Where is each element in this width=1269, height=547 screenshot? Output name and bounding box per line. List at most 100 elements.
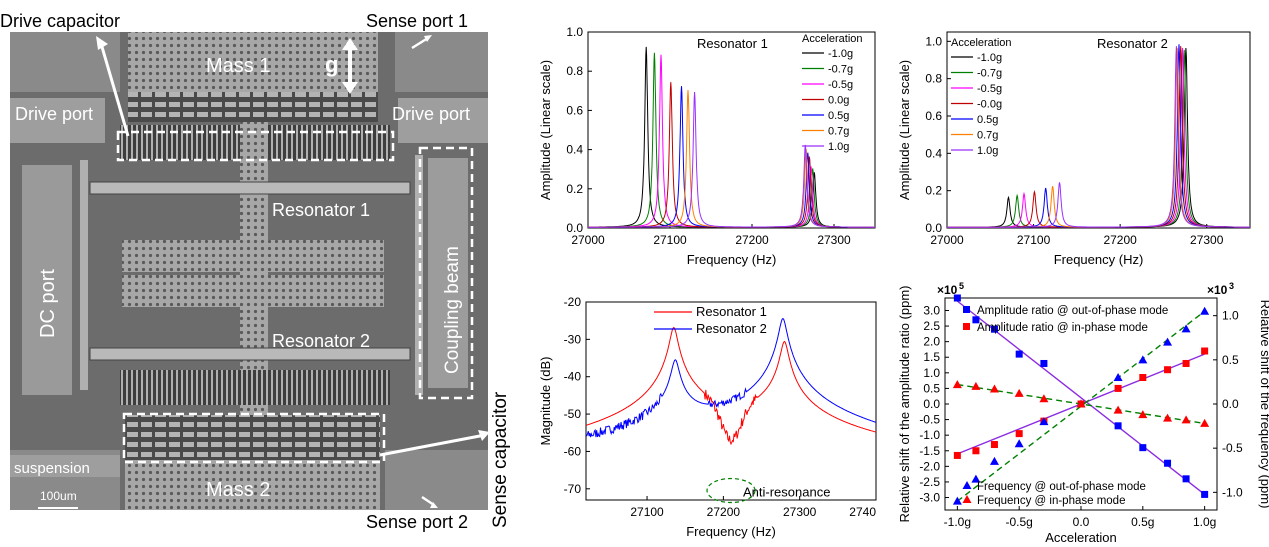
antiresonance-marker — [706, 477, 756, 504]
data-point — [1014, 439, 1024, 448]
data-point — [1182, 359, 1190, 367]
legend-title: Acceleration — [802, 33, 863, 45]
data-point — [1201, 347, 1209, 355]
chart-title: Resonator 2 — [1097, 36, 1168, 51]
x-tick-label: 0.0 — [1073, 515, 1090, 529]
data-point — [1200, 306, 1210, 315]
data-point — [1181, 324, 1191, 333]
y-tick-label-left: 2.5 — [923, 319, 940, 333]
plot-frame — [946, 31, 1251, 229]
data-point — [1164, 459, 1172, 467]
legend-entry: Resonator 1 — [696, 304, 767, 319]
series-line — [588, 86, 876, 228]
y-tick-label: 0.6 — [925, 109, 942, 123]
data-point — [1139, 444, 1147, 452]
data-point — [1039, 394, 1049, 403]
label-sense-capacitor: Sense capacitor — [490, 391, 511, 528]
x-tick-label: 27300 — [783, 505, 817, 519]
legend-entry: -1.0g — [977, 52, 1002, 64]
data-point — [953, 451, 961, 459]
data-point — [1163, 337, 1173, 346]
y-tick-label: 0.8 — [925, 72, 942, 86]
data-point — [971, 381, 981, 390]
y-tick-label: -40 — [564, 370, 582, 384]
data-point — [1182, 475, 1190, 483]
label-suspension: suspension — [14, 460, 90, 477]
data-point — [1200, 418, 1210, 427]
y-tick-label-left: 0.0 — [923, 397, 940, 411]
sem-micrograph: Drive capacitor Sense port 1 Mass 1 g Dr… — [0, 0, 520, 547]
data-point — [1114, 422, 1122, 430]
label-coupling-beam: Coupling beam — [442, 246, 463, 374]
drive-port-right — [398, 98, 488, 143]
y-tick-label: -50 — [564, 407, 582, 421]
y-axis-label: Amplitude (Linear scale) — [897, 60, 912, 200]
dc-port — [22, 165, 72, 395]
legend-entry: Frequency @ in-phase mode — [977, 495, 1125, 507]
y-tick-label: 0.0 — [566, 221, 583, 235]
data-point — [952, 380, 962, 389]
legend-entry: -0.5g — [977, 83, 1002, 95]
data-point — [1181, 415, 1191, 424]
series-line — [586, 317, 877, 438]
y-tick-label: -20 — [564, 295, 582, 309]
x-tick-label: -0.5g — [1006, 515, 1033, 529]
data-point — [989, 384, 999, 393]
legend-entry: -0.5g — [828, 79, 853, 91]
x-tick-label: 27100 — [1017, 233, 1051, 247]
chart-acceleration-shift: Acceleration Relative shift of the amplit… — [897, 281, 1269, 545]
annotation-antiresonance: Anti-resonance — [743, 485, 830, 500]
label-scale-bar: 100um — [40, 489, 77, 503]
drive-capacitor-arrow — [98, 39, 130, 137]
data-point — [953, 294, 961, 302]
legend-entry: 0.5g — [977, 114, 998, 126]
legend-entry: -0.0g — [977, 99, 1002, 111]
data-point — [1039, 417, 1049, 426]
x-tick-label: 27100 — [630, 505, 664, 519]
x-tick-label: -1.0g — [944, 515, 971, 529]
chart-resonator-1-amplitude: Frequency (Hz) Amplitude (Linear scale) 27… — [540, 25, 876, 267]
data-point — [972, 447, 980, 455]
label-resonator-1: Resonator 1 — [272, 200, 370, 220]
label-resonator-2: Resonator 2 — [272, 331, 370, 351]
y-tick-label-left: 2.0 — [923, 335, 940, 349]
y-tick-label: 1.0 — [925, 34, 942, 48]
label-g: g — [325, 52, 338, 77]
legend-entry: -0.7g — [977, 68, 1002, 80]
sense-capacitor-arrow — [379, 433, 486, 457]
x-tick-label: 27000 — [571, 233, 605, 247]
legend-entry: -1.0g — [828, 48, 853, 60]
data-point — [1040, 359, 1048, 367]
legend-marker — [962, 481, 972, 489]
y-tick-label-left: -2.0 — [919, 459, 940, 473]
resonator-2-beam — [89, 347, 411, 361]
data-point — [1201, 490, 1209, 498]
series-line — [585, 326, 877, 446]
data-point — [972, 316, 980, 324]
chart-resonator-2-amplitude: Frequency (Hz) Amplitude (Linear scale) 27… — [897, 31, 1251, 267]
fit-line — [956, 300, 1206, 495]
legend-entry: 0.5g — [828, 110, 849, 122]
left-axis-multiplier: ×10 — [937, 283, 958, 297]
suspension — [10, 455, 120, 477]
data-point — [990, 441, 998, 449]
legend-entry: 1.0g — [977, 145, 998, 157]
y-tick-label: -60 — [564, 444, 582, 458]
data-point — [1163, 413, 1173, 422]
x-tick-label: 27200 — [707, 505, 741, 519]
series-line — [947, 46, 1250, 228]
y-tick-label: 0.2 — [566, 182, 583, 196]
data-point — [1076, 399, 1086, 408]
y-tick-label: 0.0 — [925, 221, 942, 235]
mass-2 — [125, 460, 380, 510]
x-axis-label: Frequency (Hz) — [686, 524, 776, 539]
label-drive-capacitor: Drive capacitor — [0, 11, 120, 31]
y-tick-label-right: 0.0 — [1222, 397, 1239, 411]
y-tick-label-right: 0.5 — [1222, 353, 1239, 367]
label-drive-port-right: Drive port — [392, 104, 470, 124]
chart-magnitude-db: Frequency (Hz) Magnitude (dB) 27100 27200 27… — [540, 295, 877, 539]
data-point — [1015, 430, 1023, 438]
plot-frame — [587, 31, 876, 229]
data-point — [1164, 366, 1172, 374]
legend-marker — [963, 306, 970, 313]
